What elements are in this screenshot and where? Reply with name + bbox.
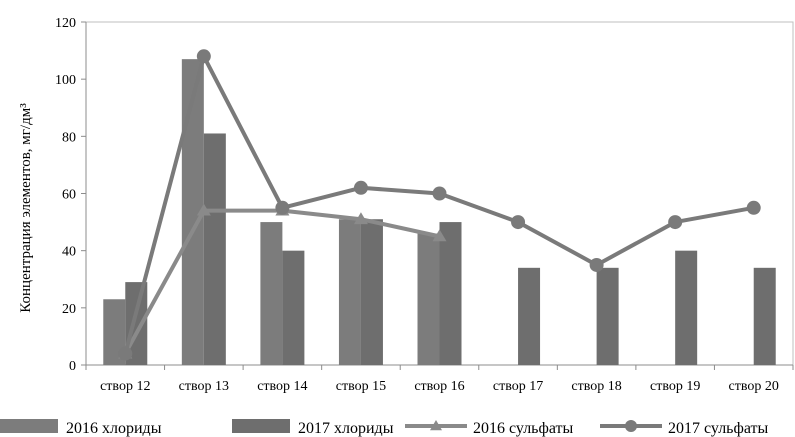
y-tick-label: 20: [62, 302, 76, 317]
x-tick-label: створ 19: [650, 379, 700, 394]
bars-layer: [103, 59, 776, 366]
bar: [675, 250, 698, 365]
bar: [203, 133, 226, 365]
x-tick-label: створ 17: [493, 379, 543, 394]
bar: [753, 267, 776, 365]
bar: [260, 222, 283, 365]
ticks-layer: 0 20 40 60 80 100 120 створ 12 створ 13 створ 14 с…: [55, 16, 794, 394]
legend-marker: [625, 420, 637, 432]
y-tick-label: 60: [62, 188, 76, 203]
data-point: [668, 215, 683, 230]
y-axis-title-group: Концентрация элементов, мг/дм³: [18, 103, 34, 313]
data-point: [432, 186, 447, 201]
bar: [360, 219, 383, 365]
legend-label: 2016 сульфаты: [473, 420, 574, 437]
data-point: [275, 200, 290, 215]
y-tick-label: 0: [69, 359, 76, 374]
data-point: [196, 49, 211, 64]
y-tick-label: 120: [55, 16, 76, 31]
legend-swatch: [232, 419, 290, 433]
data-point: [511, 215, 526, 230]
legend: 2016 хлориды 2017 хлориды 2016 сульфаты 201…: [0, 419, 769, 437]
data-point: [196, 203, 211, 216]
data-point: [353, 212, 368, 225]
x-tick-label: створ 12: [100, 379, 150, 394]
bar: [518, 267, 541, 365]
data-point: [746, 200, 761, 215]
legend-marker: [430, 420, 442, 431]
bar: [439, 222, 462, 365]
legend-label: 2017 сульфаты: [668, 420, 769, 437]
y-axis-title: Концентрация элементов, мг/дм³: [18, 103, 34, 313]
x-tick-label: створ 14: [257, 379, 307, 394]
data-point: [432, 229, 447, 242]
y-tick-label: 40: [62, 245, 76, 260]
y-tick-label: 80: [62, 130, 76, 145]
legend-swatch: [0, 419, 58, 433]
y-tick-label: 100: [55, 73, 76, 88]
data-point: [589, 257, 604, 272]
bar: [417, 233, 440, 365]
x-tick-label: створ 15: [336, 379, 386, 394]
x-tick-label: створ 20: [729, 379, 779, 394]
bar: [181, 59, 204, 366]
legend-label: 2017 хлориды: [298, 420, 394, 437]
bar: [282, 250, 305, 365]
bar: [596, 267, 619, 365]
x-tick-label: створ 18: [571, 379, 621, 394]
lines-layer: [118, 49, 761, 361]
data-point: [118, 346, 133, 361]
x-tick-label: створ 16: [414, 379, 464, 394]
bar: [103, 299, 126, 365]
x-tick-label: створ 13: [179, 379, 229, 394]
legend-label: 2016 хлориды: [66, 420, 162, 437]
bar: [338, 219, 361, 365]
data-point: [353, 180, 368, 195]
